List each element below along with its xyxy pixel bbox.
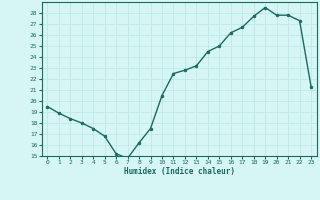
X-axis label: Humidex (Indice chaleur): Humidex (Indice chaleur) xyxy=(124,167,235,176)
